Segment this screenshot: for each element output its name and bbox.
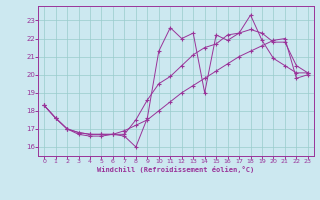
X-axis label: Windchill (Refroidissement éolien,°C): Windchill (Refroidissement éolien,°C)	[97, 166, 255, 173]
